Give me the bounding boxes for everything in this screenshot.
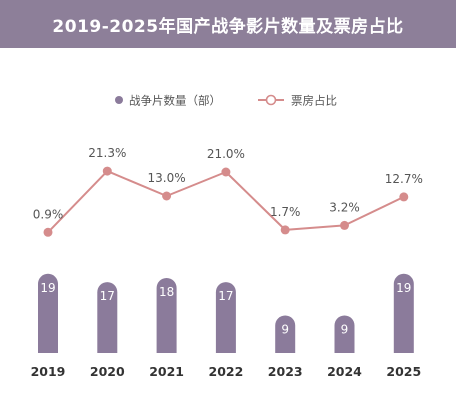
legend-marker-bar (115, 96, 123, 104)
legend-label-bar: 战争片数量（部） (129, 94, 221, 108)
chart-canvas: 战争片数量（部） 票房占比 19 17 18 17 9 9 19 0.9% 21.3% 13.0% 21… (31, 94, 423, 380)
bar-2021 (156, 277, 177, 353)
line-point-2025 (399, 192, 409, 202)
bar-2020 (97, 282, 118, 353)
line-label-2025: 12.7% (385, 172, 423, 186)
line-label-2020: 21.3% (88, 146, 126, 160)
bar-2023 (275, 315, 296, 353)
line-label-2024: 3.2% (329, 200, 360, 214)
x-tick-label-2019: 2019 (31, 364, 66, 379)
bar-label-2019: 19 (40, 281, 55, 295)
bar-2022 (215, 282, 236, 353)
bar-label-2021: 18 (159, 285, 174, 299)
bar-label-2022: 17 (218, 289, 233, 303)
legend-label-line: 票房占比 (291, 94, 337, 108)
x-tick-label-2023: 2023 (268, 364, 303, 379)
x-tick-label-2025: 2025 (386, 364, 421, 379)
x-tick-label-2021: 2021 (149, 364, 184, 379)
line-label-2022: 21.0% (207, 147, 245, 161)
x-tick-label-2020: 2020 (90, 364, 125, 379)
line-point-2020 (102, 166, 112, 176)
line-point-2019 (43, 227, 53, 237)
bar-label-2020: 17 (100, 289, 115, 303)
line-point-2022 (221, 167, 231, 177)
bar-2024 (334, 315, 355, 353)
bar-label-2025: 19 (396, 281, 411, 295)
bar-label-2024: 9 (341, 322, 349, 336)
bar-2025 (393, 273, 414, 353)
legend-marker-line (265, 94, 277, 106)
bar-2019 (38, 273, 58, 353)
bar-label-2023: 9 (281, 322, 289, 336)
title-bar: 2019-2025年国产战争影片数量及票房占比 (0, 0, 456, 48)
chart-title: 2019-2025年国产战争影片数量及票房占比 (52, 16, 404, 37)
line-label-2019: 0.9% (33, 207, 64, 221)
line-label-2023: 1.7% (270, 205, 301, 219)
x-tick-label-2022: 2022 (209, 364, 244, 379)
line-point-2021 (162, 191, 172, 201)
line-point-2023 (280, 225, 290, 235)
x-tick-label-2024: 2024 (327, 364, 362, 379)
line-label-2021: 13.0% (148, 171, 186, 185)
line-point-2024 (340, 220, 349, 230)
